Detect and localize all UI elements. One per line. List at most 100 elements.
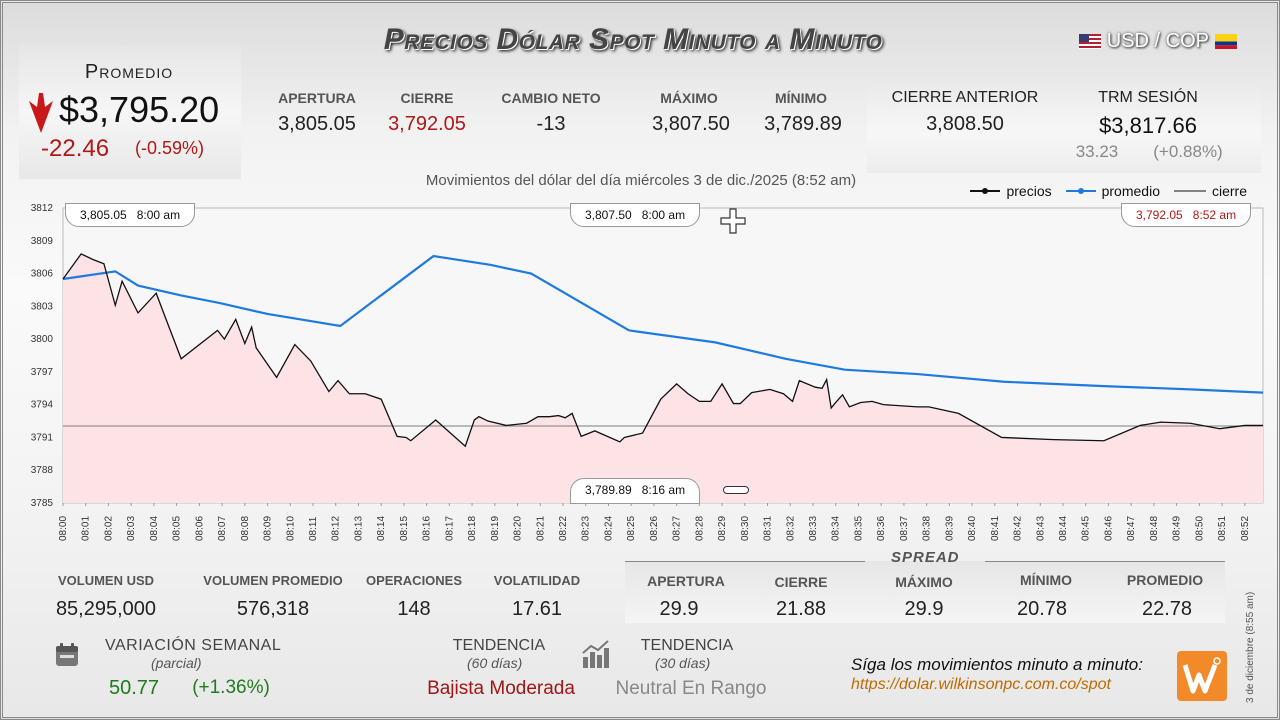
average-box: Promedio $3,795.20 -22.46 (-0.59%): [19, 45, 241, 179]
weekly-variation-pct: (+1.36%): [192, 677, 270, 698]
x-tick-label: 08:41: [990, 516, 1001, 541]
x-tick-label: 08:26: [649, 516, 660, 541]
minimo-label: MÍNIMO: [774, 90, 828, 106]
x-tick-label: 08:19: [490, 516, 501, 541]
y-tick-label: 3788: [31, 465, 54, 476]
crosshair-icon[interactable]: [719, 207, 747, 235]
weekly-variation-value: 50.77: [108, 677, 160, 699]
callout-apertura-value: 3,805.05: [80, 208, 127, 222]
cierre-anterior-value: 3,808.50: [926, 113, 1004, 135]
x-tick-label: 08:42: [1013, 516, 1024, 541]
x-tick-label: 08:37: [899, 516, 910, 541]
x-tick-label: 08:16: [422, 516, 433, 541]
callout-maximo-time: 8:00 am: [641, 208, 686, 222]
legend-precios: precios: [970, 183, 1052, 199]
logo-mark: [1182, 657, 1221, 694]
x-tick-label: 08:05: [172, 516, 183, 541]
x-tick-label: 08:31: [763, 516, 774, 541]
apertura-value: 3,805.05: [278, 113, 356, 135]
x-tick-label: 08:17: [444, 516, 455, 541]
spread-apertura-value: 29.9: [659, 598, 699, 620]
currency-pair: USD / COP: [1078, 30, 1237, 53]
callout-maximo: 3,807.50 8:00 am: [570, 203, 701, 227]
y-tick-label: 3803: [31, 301, 54, 312]
legend-cierre-label: cierre: [1211, 183, 1247, 199]
cierre-anterior-label: CIERRE ANTERIOR: [891, 89, 1039, 106]
y-tick-label: 3812: [31, 203, 54, 214]
x-tick-label: 08:51: [1217, 516, 1228, 541]
y-tick-label: 3806: [31, 269, 54, 280]
x-tick-label: 08:21: [535, 516, 546, 541]
colombia-flag-icon: [1215, 34, 1237, 49]
average-label: Promedio: [84, 61, 174, 83]
spread-max-label: MÁXIMO: [895, 574, 953, 590]
x-tick-label: 08:46: [1103, 516, 1114, 541]
bar-chart-icon: [582, 640, 609, 668]
callout-apertura-time: 8:00 am: [136, 208, 181, 222]
x-tick-label: 08:23: [581, 516, 592, 541]
y-tick-label: 3809: [31, 236, 54, 247]
price-area: [63, 253, 1263, 503]
x-tick-label: 08:43: [1035, 516, 1046, 541]
x-tick-label: 08:10: [285, 516, 296, 541]
x-tick-label: 08:20: [513, 516, 524, 541]
x-tick-label: 08:04: [149, 516, 160, 541]
x-tick-label: 08:36: [876, 516, 887, 541]
spread-max-value: 29.9: [904, 598, 944, 620]
down-arrow-icon: [29, 93, 53, 133]
x-tick-label: 08:33: [808, 516, 819, 541]
page-title: Precios Dólar Spot Minuto a Minuto: [383, 23, 883, 56]
callout-minimo-time: 8:16 am: [641, 483, 686, 497]
scroll-handle[interactable]: [723, 486, 749, 494]
chart-legend: precios promedio cierre: [970, 183, 1247, 199]
average-value: $3,795.20: [59, 89, 220, 130]
operaciones-value: 148: [397, 598, 431, 620]
y-tick-label: 3785: [31, 498, 54, 509]
x-tick-label: 08:24: [603, 516, 614, 541]
x-tick-label: 08:14: [376, 516, 387, 541]
x-tick-label: 08:32: [785, 516, 796, 541]
trend60-label: TENDENCIA: [452, 637, 546, 654]
x-tick-label: 08:44: [1058, 516, 1069, 541]
average-line: [62, 254, 1264, 394]
callout-minimo-value: 3,789.89: [585, 483, 632, 497]
callout-cierre-value: 3,792.05: [1136, 208, 1183, 222]
callout-cierre: 3,792.05 8:52 am: [1121, 203, 1252, 227]
y-tick-label: 3794: [31, 400, 54, 411]
spread-divider-right: [985, 561, 1225, 562]
cierre-value: 3,792.05: [388, 113, 466, 135]
volatilidad-value: 17.61: [511, 598, 563, 620]
callout-apertura: 3,805.05 8:00 am: [65, 203, 196, 227]
cierre-label: CIERRE: [400, 90, 454, 106]
previous-close-box: [867, 75, 1261, 173]
legend-promedio: promedio: [1065, 183, 1160, 199]
x-tick-label: 08:02: [103, 516, 114, 541]
x-tick-label: 08:01: [81, 516, 92, 541]
volumen-usd-value: 85,295,000: [55, 598, 157, 620]
trend60-value: Bajista Moderada: [427, 678, 575, 699]
y-tick-label: 3800: [31, 334, 54, 345]
x-tick-label: 08:50: [1194, 516, 1205, 541]
x-tick-label: 08:07: [217, 516, 228, 541]
x-tick-label: 08:09: [263, 516, 274, 541]
cambio-neto-label: CAMBIO NETO: [501, 90, 601, 106]
x-tick-label: 08:15: [399, 516, 410, 541]
callout-minimo: 3,789.89 8:16 am: [570, 478, 701, 504]
price-line: [62, 253, 1263, 448]
operaciones-label: OPERACIONES: [365, 573, 463, 588]
legend-promedio-swatch: [1065, 188, 1096, 194]
trm-change-pct: (+0.88%): [1153, 142, 1223, 161]
x-tick-label: 08:00: [58, 516, 69, 541]
x-tick-label: 08:49: [1172, 516, 1183, 541]
x-tick-label: 08:13: [353, 516, 364, 541]
usa-flag-icon: [1078, 34, 1101, 49]
legend-promedio-label: promedio: [1101, 183, 1160, 199]
logo-icon[interactable]: [1177, 651, 1227, 701]
callout-maximo-value: 3,807.50: [585, 208, 632, 222]
x-tick-label: 08:08: [240, 516, 251, 541]
trend30-value: Neutral En Rango: [615, 678, 767, 699]
callout-cierre-time: 8:52 am: [1192, 208, 1237, 222]
footer-link[interactable]: https://dolar.wilkinsonpc.com.co/spot: [851, 676, 1111, 693]
spread-title: SPREAD: [891, 549, 960, 566]
